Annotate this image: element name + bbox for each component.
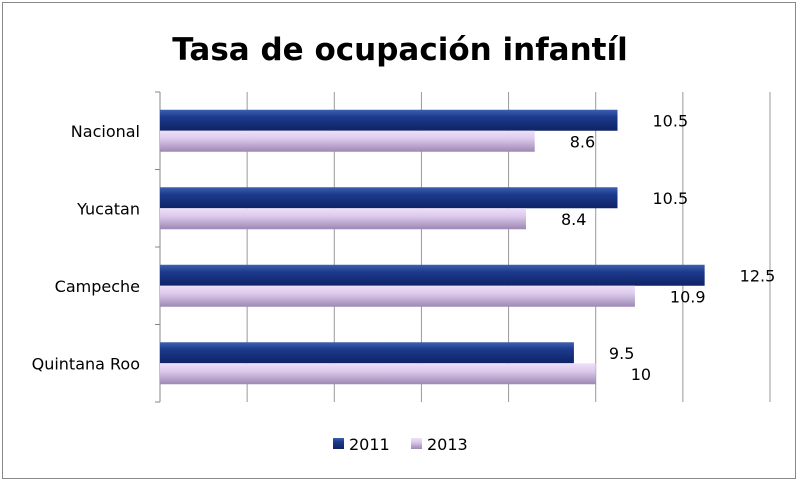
data-label: 10.5 — [653, 111, 689, 130]
chart-frame — [2, 2, 796, 479]
data-label: 12.5 — [740, 266, 776, 285]
category-label: Campeche — [55, 277, 140, 296]
data-label: 8.4 — [561, 210, 586, 229]
legend-label: 2011 — [349, 435, 390, 454]
bar-2013 — [160, 363, 596, 385]
category-label: Quintana Roo — [32, 354, 140, 373]
bar-2011 — [160, 342, 574, 364]
data-label: 9.5 — [609, 344, 634, 363]
category-label: Nacional — [71, 122, 140, 141]
legend-swatch-2011 — [333, 438, 344, 449]
legend-label: 2013 — [427, 435, 468, 454]
bar-2013 — [160, 130, 535, 152]
bar-2011 — [160, 109, 618, 131]
chart-title: Tasa de ocupación infantíl — [172, 32, 628, 68]
bar-2013 — [160, 208, 526, 230]
bar-2011 — [160, 264, 705, 286]
data-label: 10.9 — [670, 287, 706, 306]
data-label: 8.6 — [570, 132, 595, 151]
data-label: 10.5 — [653, 189, 689, 208]
bar-2011 — [160, 187, 618, 209]
data-label: 10 — [631, 365, 651, 384]
legend-swatch-2013 — [411, 438, 422, 449]
bar-2013 — [160, 285, 635, 307]
category-label: Yucatan — [76, 199, 140, 218]
